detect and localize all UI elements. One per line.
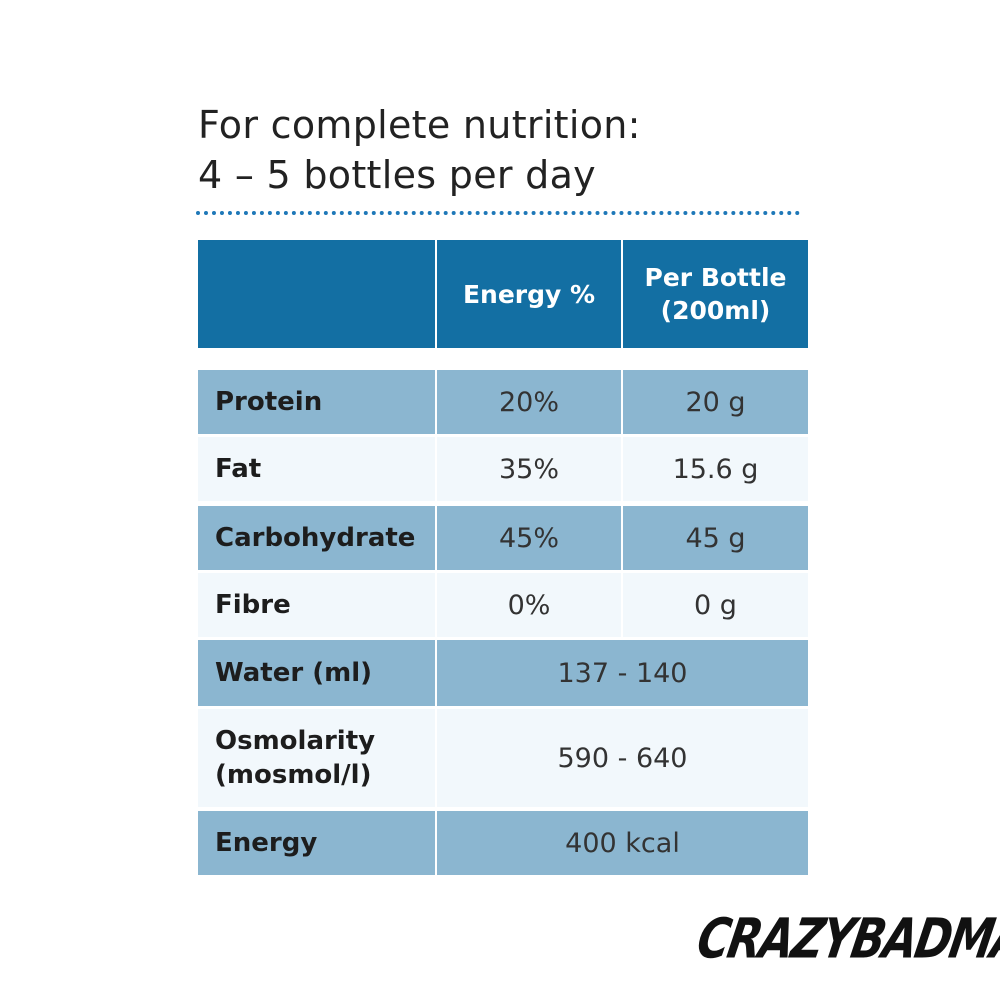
- osmolarity-label-line-1: Osmolarity: [215, 726, 376, 756]
- row-osmolarity-value: 590 - 640: [437, 709, 808, 807]
- brand-logo: CRAZYBADMAN: [692, 907, 1000, 972]
- dotted-divider: [196, 211, 800, 215]
- row-energy-label: Energy: [198, 811, 435, 875]
- row-energy-value: 400 kcal: [437, 811, 808, 875]
- row-osmolarity-label: Osmolarity (mosmol/l): [198, 709, 435, 807]
- row-water-label: Water (ml): [198, 640, 435, 706]
- row-fibre-per-bottle: 0 g: [623, 573, 808, 637]
- row-fibre-energy: 0%: [437, 573, 621, 637]
- row-carbohydrate-label: Carbohydrate: [198, 506, 435, 570]
- row-fat-energy: 35%: [437, 437, 621, 501]
- row-water-value: 137 - 140: [437, 640, 808, 706]
- header-per-bottle: Per Bottle (200ml): [623, 240, 808, 348]
- header-energy-percent: Energy %: [437, 240, 621, 348]
- row-protein-label: Protein: [198, 370, 435, 434]
- row-fibre-label: Fibre: [198, 573, 435, 637]
- heading-line-1: For complete nutrition:: [198, 103, 641, 147]
- row-fat-per-bottle: 15.6 g: [623, 437, 808, 501]
- header-per-bottle-label: Per Bottle (200ml): [644, 263, 787, 325]
- header-empty-cell: [198, 240, 435, 348]
- row-protein-energy: 20%: [437, 370, 621, 434]
- heading-line-2: 4 – 5 bottles per day: [198, 153, 596, 197]
- osmolarity-label-line-2: (mosmol/l): [215, 760, 372, 790]
- row-carbohydrate-energy: 45%: [437, 506, 621, 570]
- row-carbohydrate-per-bottle: 45 g: [623, 506, 808, 570]
- row-protein-per-bottle: 20 g: [623, 370, 808, 434]
- page-heading: For complete nutrition: 4 – 5 bottles pe…: [198, 100, 818, 200]
- row-fat-label: Fat: [198, 437, 435, 501]
- header-energy-percent-label: Energy %: [462, 279, 596, 309]
